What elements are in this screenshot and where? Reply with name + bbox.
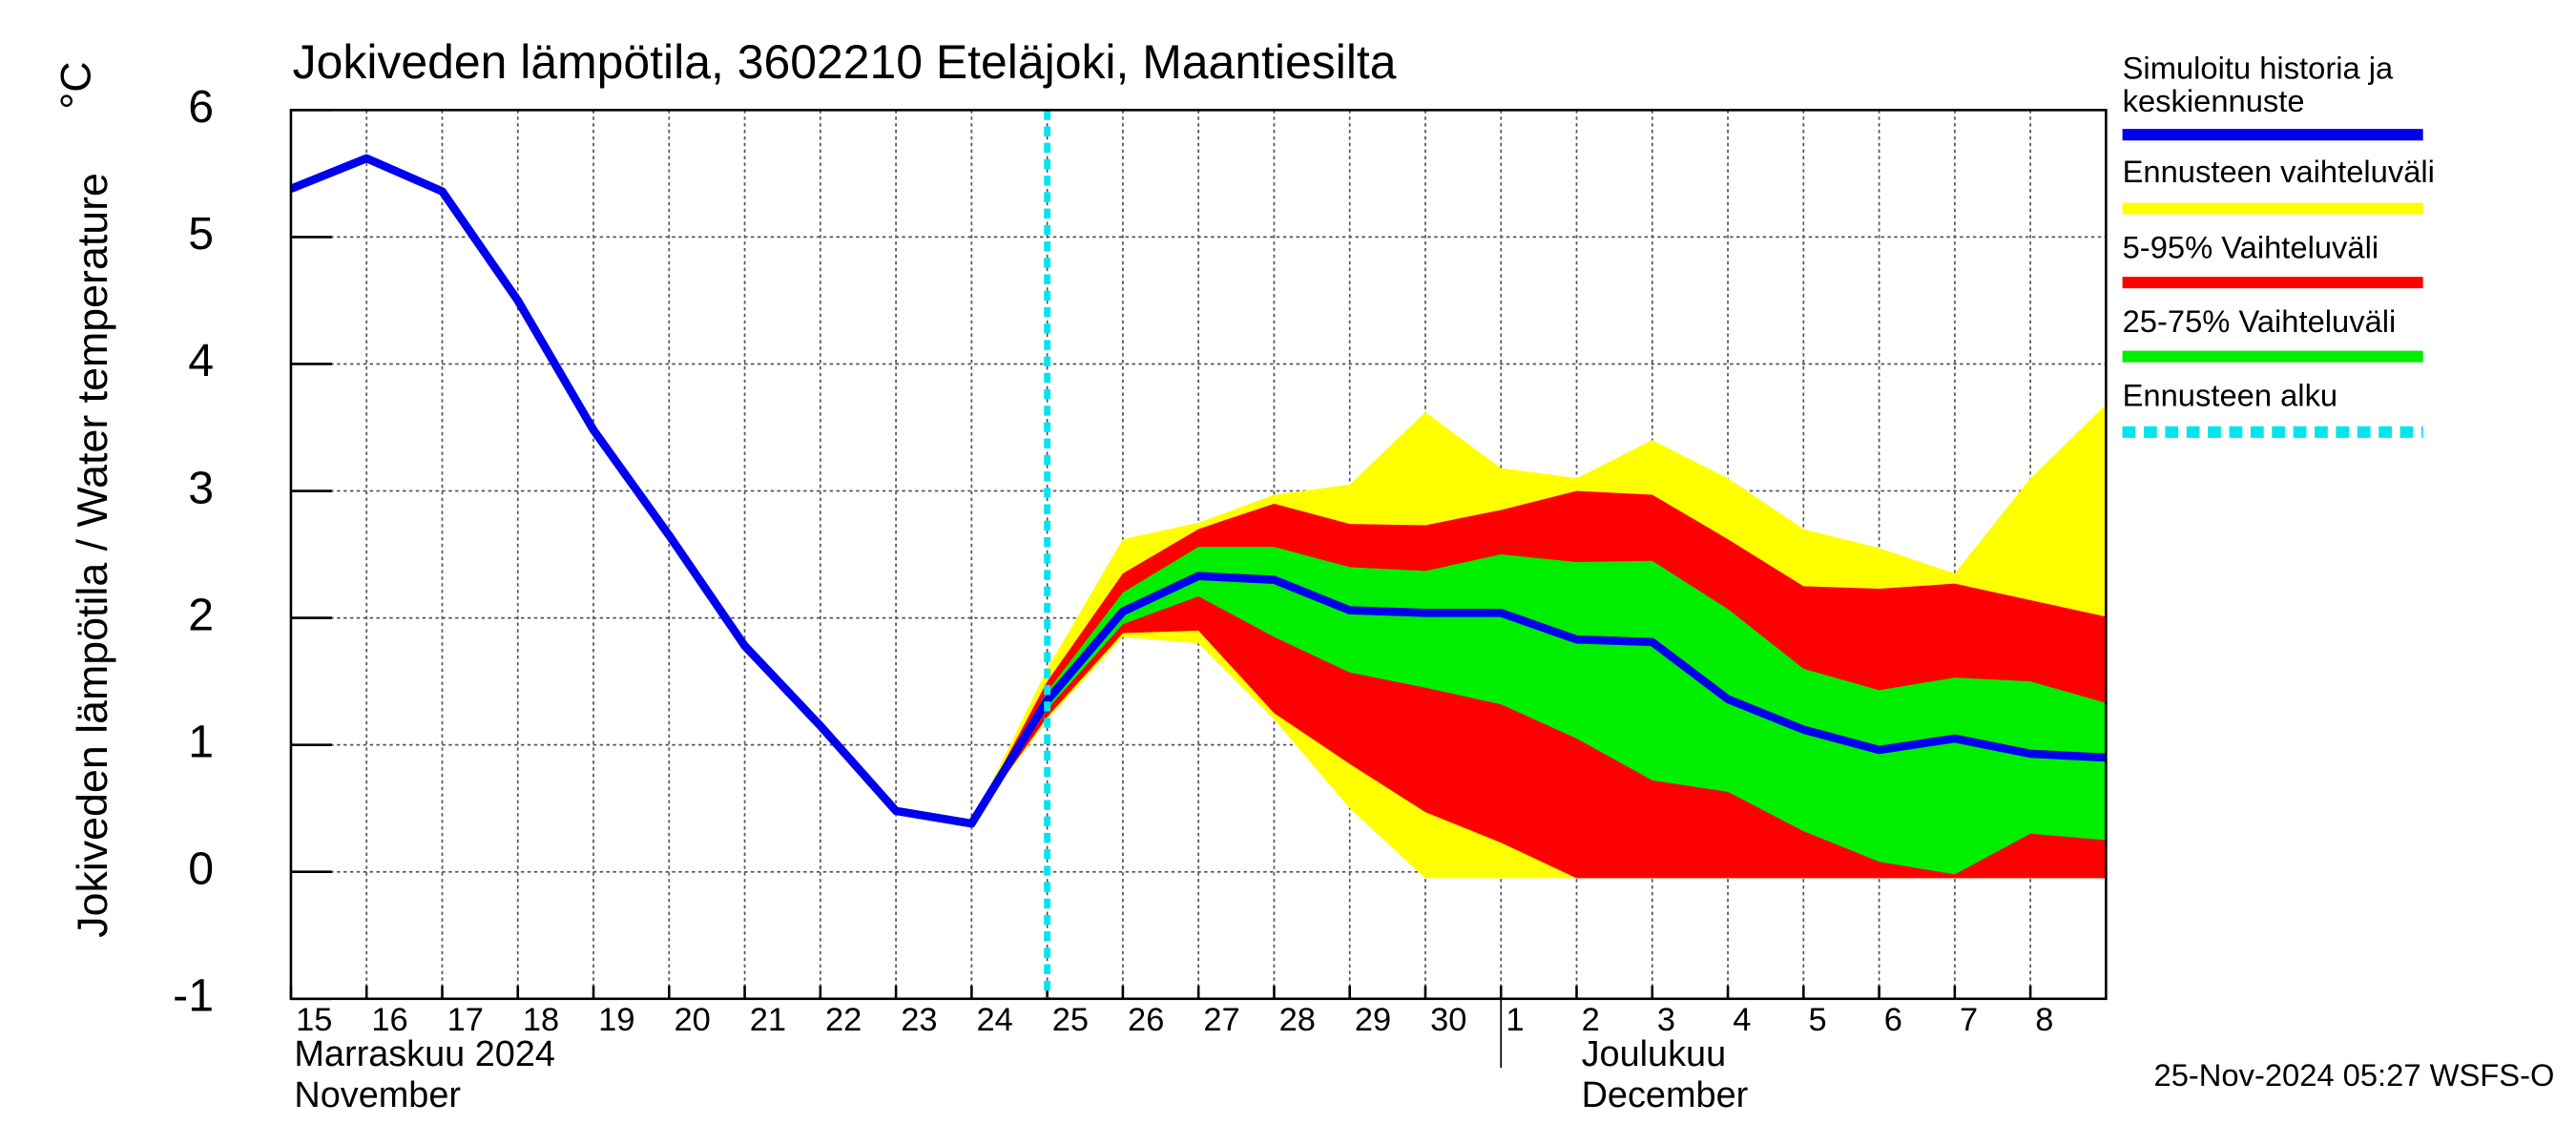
y-tick-label: 5 bbox=[188, 208, 214, 260]
x-tick-label: 26 bbox=[1128, 1002, 1164, 1038]
y-tick-label: 0 bbox=[188, 843, 214, 894]
x-tick-label: 8 bbox=[2035, 1002, 2053, 1038]
x-tick-label: 1 bbox=[1506, 1002, 1524, 1038]
x-tick-label: 6 bbox=[1884, 1002, 1902, 1038]
x-tick-label: 27 bbox=[1203, 1002, 1239, 1038]
x-tick-label: 5 bbox=[1808, 1002, 1826, 1038]
legend-label: Simuloitu historia ja keskiennuste bbox=[2122, 53, 2394, 120]
series-line bbox=[290, 154, 2107, 828]
y-tick-label: -1 bbox=[173, 970, 214, 1022]
x-tick-label: 29 bbox=[1355, 1002, 1391, 1038]
y-axis-unit: °C bbox=[52, 61, 100, 109]
y-tick-label: 2 bbox=[188, 589, 214, 640]
x-tick-label: 7 bbox=[1960, 1002, 1978, 1038]
x-tick-label: 30 bbox=[1430, 1002, 1466, 1038]
x-tick-label: 2 bbox=[1582, 1002, 1600, 1038]
x-tick-label: 23 bbox=[901, 1002, 937, 1038]
footer: 25-Nov-2024 05:27 WSFS-O bbox=[2154, 1057, 2555, 1093]
x-tick-label: 28 bbox=[1279, 1002, 1316, 1038]
x-tick-label: 18 bbox=[523, 1002, 559, 1038]
legend-label: 5-95% Vaihteluväli bbox=[2122, 233, 2379, 266]
x-tick-label: 21 bbox=[750, 1002, 786, 1038]
month-label-en: December bbox=[1582, 1075, 1749, 1115]
legend-label-box: Simuloitu historia ja keskiennuste bbox=[2122, 53, 2394, 120]
y-tick-label: 4 bbox=[188, 335, 214, 386]
y-tick-label: 3 bbox=[188, 462, 214, 513]
x-tick-label: 25 bbox=[1052, 1002, 1089, 1038]
x-tick-label: 24 bbox=[977, 1002, 1013, 1038]
plot-area bbox=[290, 154, 2107, 879]
month-label-en: November bbox=[294, 1075, 461, 1115]
y-tick-label: 6 bbox=[188, 81, 214, 133]
band-area bbox=[971, 547, 2107, 875]
x-tick-label: 3 bbox=[1657, 1002, 1675, 1038]
y-tick-label: 1 bbox=[188, 716, 214, 767]
x-tick-label: 22 bbox=[825, 1002, 862, 1038]
y-axis-label: Jokiveden lämpötila / Water temperature bbox=[69, 173, 116, 938]
legend-label-box: Ennusteen alku bbox=[2122, 381, 2338, 414]
month-label: Marraskuu 2024 bbox=[294, 1034, 555, 1074]
x-tick-label: 16 bbox=[371, 1002, 407, 1038]
plot-frame bbox=[289, 109, 2108, 1001]
legend-label-box: 25-75% Vaihteluväli bbox=[2122, 306, 2397, 341]
x-tick-label: 15 bbox=[296, 1002, 332, 1038]
x-tick-label: 20 bbox=[674, 1002, 710, 1038]
legend-label: Ennusteen vaihteluväli bbox=[2122, 157, 2435, 191]
month-label: Joulukuu bbox=[1582, 1034, 1727, 1074]
legend-label-box: Ennusteen vaihteluväli bbox=[2122, 157, 2435, 191]
legend-label: Ennusteen alku bbox=[2122, 381, 2338, 414]
chart-title: Jokiveden lämpötila, 3602210 Eteläjoki, … bbox=[293, 35, 1397, 89]
x-tick-label: 17 bbox=[447, 1002, 484, 1038]
legend-label-box: 5-95% Vaihteluväli bbox=[2122, 233, 2379, 266]
legend-label: 25-75% Vaihteluväli bbox=[2122, 306, 2397, 341]
x-tick-label: 19 bbox=[598, 1002, 634, 1038]
x-tick-label: 4 bbox=[1733, 1002, 1751, 1038]
